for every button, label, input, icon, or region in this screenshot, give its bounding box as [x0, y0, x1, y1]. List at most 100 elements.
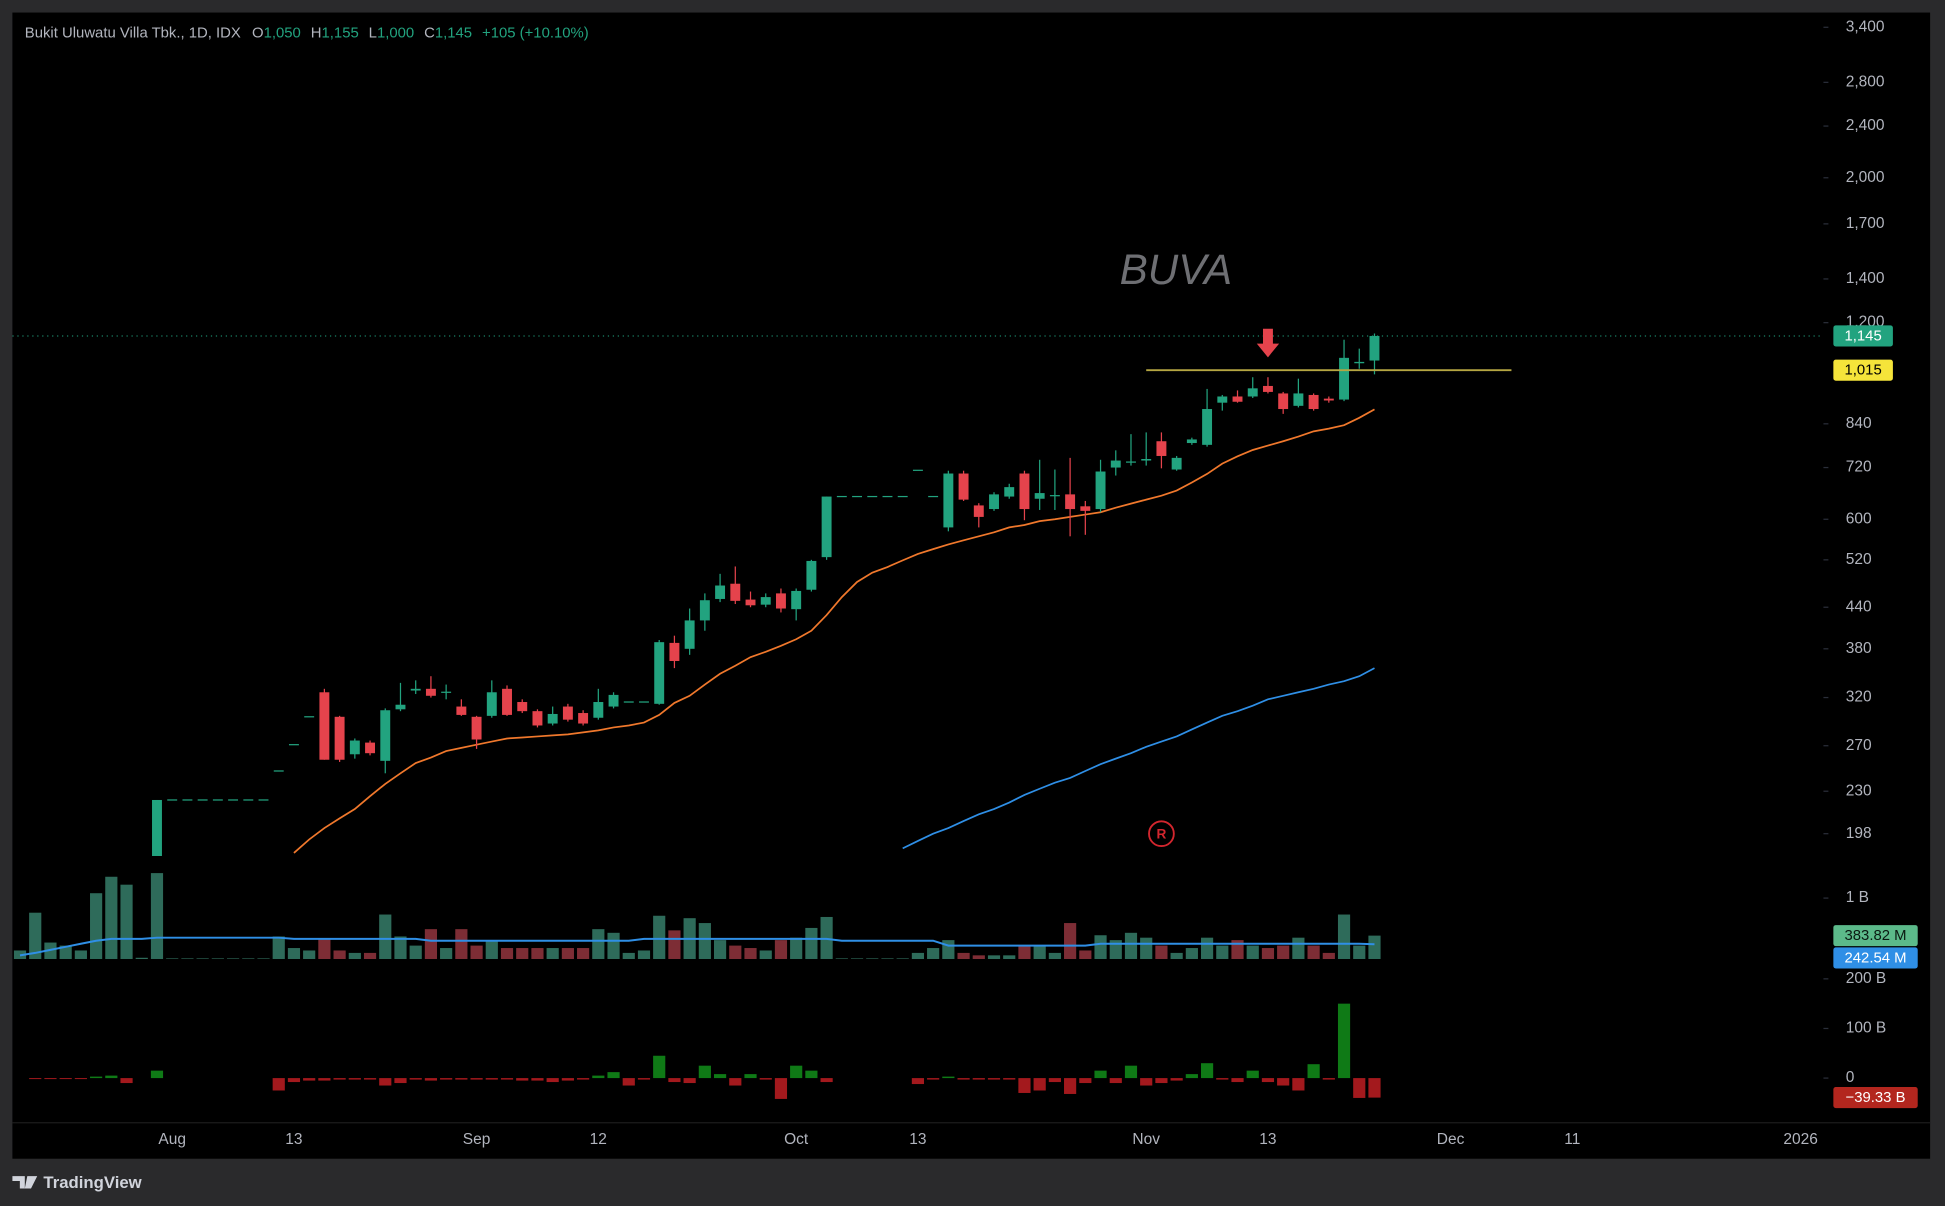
indicator-bar [987, 1078, 1001, 1080]
indicator-bar [927, 1078, 940, 1080]
volume-bar [1079, 950, 1092, 960]
indicator-bar [759, 1078, 772, 1080]
y-tick-label: 0 [1846, 1069, 1855, 1086]
candle-body [1095, 471, 1106, 510]
indicator-bar [74, 1078, 87, 1080]
indicator-bar [1170, 1078, 1183, 1081]
indicator-bar [272, 1078, 285, 1091]
volume-bar [850, 958, 864, 960]
candle-body [760, 597, 771, 605]
volume-bar [1048, 952, 1061, 960]
legend-header: Bukit Uluwatu Villa Tbk., 1D, IDX O1,050 H… [25, 26, 589, 42]
x-tick-label: Dec [1437, 1131, 1465, 1148]
volume-bar [911, 952, 925, 960]
volume-bar [394, 936, 407, 960]
volume-bar [242, 958, 255, 960]
candle-body [380, 710, 391, 761]
volume-bar [577, 948, 590, 960]
indicator-bar [516, 1078, 529, 1081]
ohlc-value: 1,000 [377, 26, 414, 42]
indicator-bar [790, 1065, 803, 1079]
y-tick-label: 320 [1846, 689, 1872, 706]
volume-bar [333, 950, 346, 960]
indicator-bar [363, 1078, 377, 1080]
candle-body [821, 496, 832, 558]
candle-body [1323, 398, 1334, 401]
volume-bar [1033, 945, 1046, 960]
x-tick-label: Nov [1132, 1131, 1160, 1148]
x-tick-label: 2026 [1783, 1131, 1817, 1148]
candle-body [502, 688, 512, 715]
indicator-bar [942, 1076, 955, 1079]
y-tick-label: 720 [1846, 459, 1872, 476]
indicator-bar [729, 1078, 742, 1086]
volume-bar [1185, 948, 1198, 960]
indicator-bar [1246, 1070, 1259, 1079]
indicator-bar [1109, 1078, 1122, 1084]
volume-bar [470, 945, 483, 960]
indicator-bar [531, 1078, 544, 1081]
volume-bar [1368, 935, 1381, 960]
candle-body [167, 799, 178, 801]
candle-body [395, 704, 406, 710]
volume-bar [287, 948, 301, 960]
candle-body [334, 716, 345, 760]
indicator-bar [668, 1078, 681, 1083]
indicator-bar [592, 1075, 605, 1079]
indicator-bar [1368, 1078, 1381, 1098]
indicator-bar [911, 1078, 925, 1085]
candle-body [1278, 393, 1289, 410]
indicator-bar [318, 1078, 331, 1081]
y-tick-label: 270 [1846, 737, 1872, 754]
candle-body [1293, 393, 1304, 406]
volume-bar [668, 930, 681, 960]
volume-bar [226, 958, 240, 960]
indicator-bar [607, 1072, 620, 1079]
indicator-bar [1231, 1078, 1244, 1083]
change: +105 (+10.10%) [482, 26, 589, 42]
volume-bar [516, 948, 529, 960]
volume-bar [59, 945, 72, 960]
indicator-bar [1216, 1078, 1229, 1080]
candle-body [745, 599, 756, 606]
ohlc-key: H [311, 26, 322, 42]
candle-body [1217, 396, 1228, 403]
indicator-bar [698, 1065, 711, 1079]
indicator-bar [29, 1078, 42, 1080]
x-tick-label: 13 [909, 1131, 926, 1148]
indicator-bar [1018, 1078, 1031, 1093]
candle-body [958, 473, 969, 500]
indicator-bar [1353, 1078, 1366, 1098]
volume-bar [972, 955, 985, 960]
candle-body [1126, 461, 1136, 463]
y-tick-label: 100 B [1846, 1020, 1887, 1037]
indicator-bar [1048, 1078, 1061, 1083]
volume-bar [166, 958, 179, 960]
indicator-bar [500, 1078, 514, 1080]
volume-bar [1231, 940, 1244, 960]
volume-bar [546, 948, 559, 960]
volume-bar [379, 914, 392, 960]
indicator-bar [1200, 1063, 1214, 1079]
volume-bar [1246, 945, 1259, 960]
candle-body [943, 473, 954, 528]
volume-bar [1216, 945, 1229, 960]
y-tick-label: 2,000 [1846, 169, 1885, 186]
volume-bar [744, 948, 757, 960]
candle-body [578, 713, 589, 724]
y-tick-label: 380 [1846, 640, 1872, 657]
candle-body [806, 560, 817, 590]
indicator-bar [637, 1078, 651, 1080]
candle-body [212, 799, 223, 801]
candle-body [1110, 460, 1121, 468]
indicator-bar [1140, 1078, 1153, 1086]
candle-body [486, 692, 497, 716]
volume-bar [74, 950, 87, 960]
candle-body [1354, 361, 1365, 364]
chart-area [12, 12, 1931, 1159]
candle-body [349, 740, 360, 755]
volume-bar [196, 958, 209, 960]
volume-bar [1292, 937, 1305, 960]
candle-body [425, 688, 436, 696]
